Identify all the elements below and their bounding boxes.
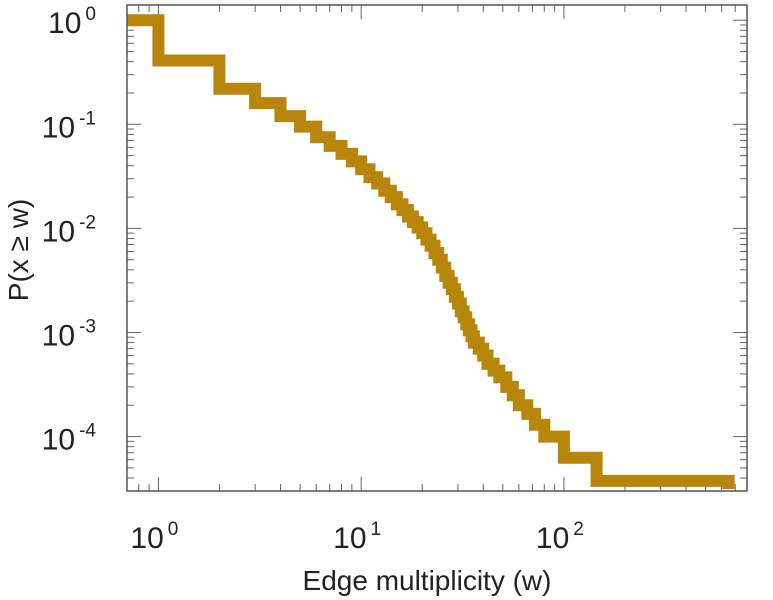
y-tick-label-exponent: -2: [79, 212, 96, 233]
x-tick-label: 10 1: [333, 519, 381, 555]
series-line-0: [127, 14, 735, 489]
x-tick-label: 10 0: [130, 519, 178, 555]
y-tick-label-base: 10: [42, 424, 75, 457]
y-tick-label-exponent: 0: [85, 4, 96, 25]
x-axis-title: Edge multiplicity (w): [303, 565, 552, 596]
x-tick-label-base: 10: [130, 522, 163, 555]
y-tick-label-base: 10: [48, 7, 81, 40]
y-tick-label: 10 -1: [42, 108, 96, 144]
y-tick-label: 10 -2: [42, 212, 96, 248]
y-tick-label: 10 0: [48, 4, 96, 40]
y-axis-title: P(x ≥ w): [3, 199, 34, 301]
x-tick-label-exponent: 0: [168, 519, 179, 540]
x-tick-label-exponent: 2: [573, 519, 584, 540]
x-tick-label: 10 2: [536, 519, 584, 555]
x-tick-label-base: 10: [333, 522, 366, 555]
y-tick-label-exponent: -1: [79, 108, 96, 129]
x-tick-label-base: 10: [536, 522, 569, 555]
y-tick-label-base: 10: [42, 319, 75, 352]
y-tick-label: 10 -4: [42, 421, 97, 457]
y-tick-label-base: 10: [42, 215, 75, 248]
y-tick-label: 10 -3: [42, 316, 96, 352]
y-tick-label-base: 10: [42, 111, 75, 144]
x-tick-label-exponent: 1: [371, 519, 382, 540]
tick-labels: 10 0 10 1 10 210 010 -110 -210 -310 -4: [42, 4, 584, 555]
y-tick-label-exponent: -4: [79, 421, 96, 442]
plot-frame: [126, 4, 748, 492]
axis-ticks: [126, 5, 748, 492]
series-layer: [127, 14, 735, 489]
y-tick-label-exponent: -3: [79, 316, 96, 337]
